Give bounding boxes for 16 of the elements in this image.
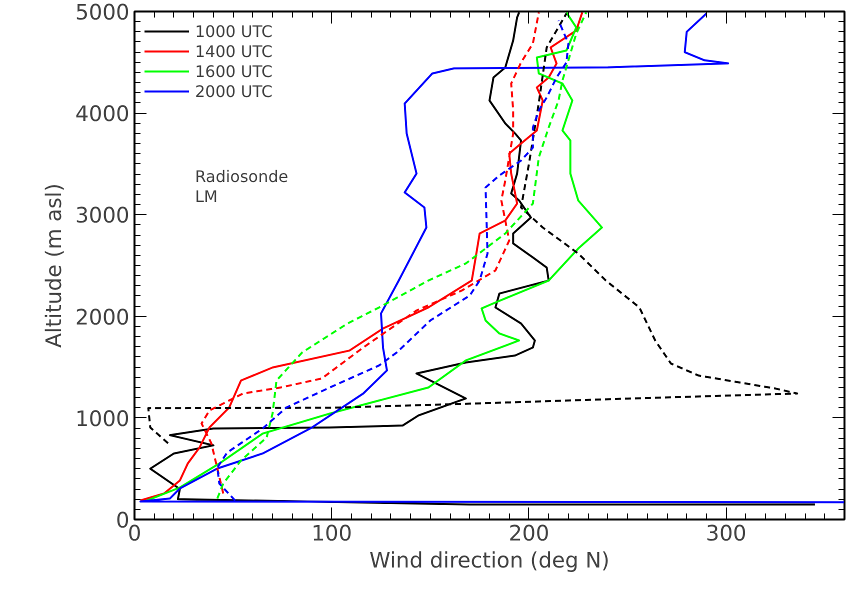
legend-label: 1000 UTC <box>195 22 273 40</box>
annotation: Radiosonde <box>195 166 288 186</box>
x-tick-label: 200 <box>508 522 550 546</box>
legend-label: 1400 UTC <box>195 42 273 60</box>
x-tick-label: 100 <box>311 522 352 546</box>
y-axis-title: Altitude (m asl) <box>42 183 68 348</box>
y-tick-label: 2000 <box>75 305 130 330</box>
legend-label: 1600 UTC <box>195 62 273 80</box>
annotation: LM <box>195 186 218 206</box>
y-tick-label: 5000 <box>75 0 130 26</box>
legend-label: 2000 UTC <box>195 82 273 100</box>
x-tick-label: 300 <box>706 522 747 546</box>
y-tick-label: 3000 <box>75 204 130 229</box>
y-tick-label: 4000 <box>75 102 130 128</box>
y-tick-label: 1000 <box>75 406 130 432</box>
x-axis-title: Wind direction (deg N) <box>369 548 610 574</box>
